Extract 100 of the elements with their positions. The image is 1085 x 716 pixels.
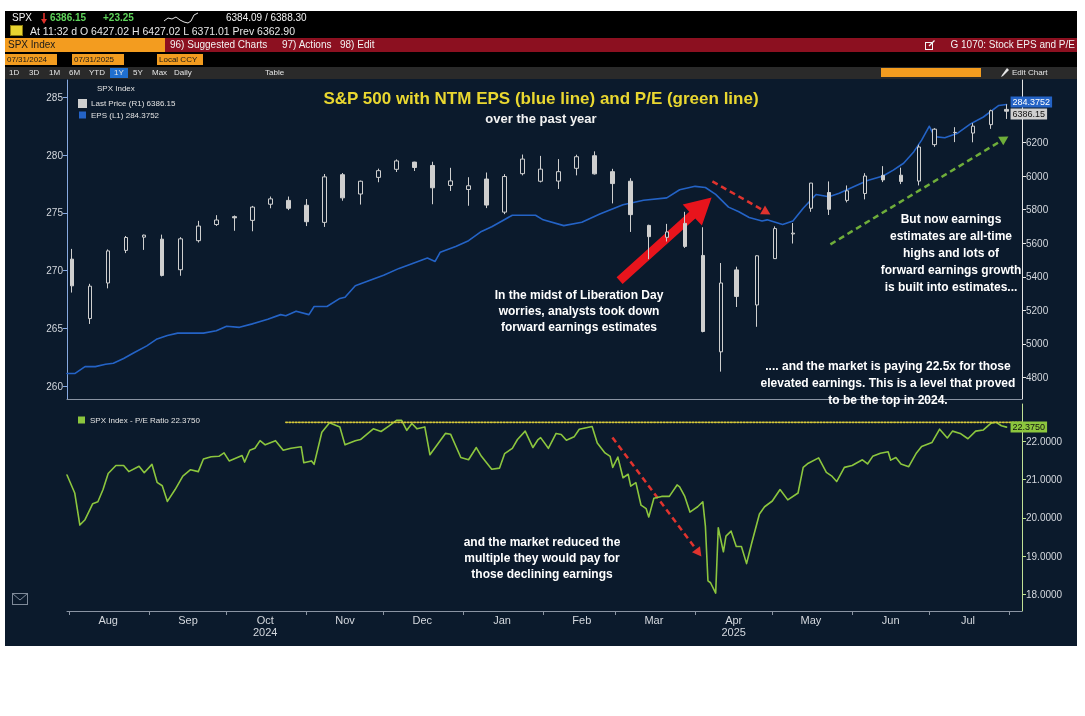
candlestick [610, 168, 615, 204]
annotation: and the market reduced the multiple they would pay for those declining earnings [462, 534, 622, 582]
text: 97) Actions [282, 38, 332, 52]
text: 3D [29, 68, 40, 78]
y2-tick-label: 6000 [1026, 170, 1049, 182]
y-tick-label: 19.0000 [1026, 550, 1063, 562]
y2-tick-label: 5000 [1026, 338, 1049, 350]
candlestick [592, 150, 597, 176]
x-tick-label: Jul [960, 614, 975, 626]
candlestick [827, 180, 831, 216]
candlestick [430, 161, 435, 205]
text: 07/31/2025 [72, 54, 124, 65]
candlestick [88, 283, 92, 325]
candlestick [647, 224, 651, 260]
text: SPX Index [5, 38, 165, 52]
text: 6384.09 / 6388.30 [226, 12, 307, 24]
text: 1D [9, 68, 20, 78]
candlestick [971, 122, 975, 143]
candlestick [791, 222, 795, 245]
candlestick [755, 254, 759, 328]
text: 98) Edit [340, 38, 375, 52]
y-tick-label: 260 [46, 380, 64, 392]
text: 6M [69, 68, 81, 78]
candlestick [863, 172, 867, 200]
candlestick [881, 165, 885, 183]
candlestick [556, 158, 561, 190]
candlestick [268, 196, 273, 209]
candlestick [899, 167, 903, 185]
x-tick-label: Nov [335, 614, 356, 626]
candlestick [214, 214, 219, 227]
text: 5Y [133, 68, 143, 78]
text: G 1070: Stock EPS and P/E [950, 38, 1075, 52]
x-tick-label: Oct 2024 [252, 614, 278, 638]
annotation: .... and the market is paying 22.5x for those elevated earnings. This is a level that proved to be the top in 2024. [759, 358, 1017, 409]
text: 96) Suggested Charts [170, 38, 268, 52]
x-tick-label: Feb [572, 614, 592, 626]
candlestick [719, 262, 723, 373]
text: Max [152, 68, 168, 78]
candlestick [322, 173, 327, 228]
text: Local CCY [157, 54, 203, 65]
legend-label: EPS (L1) 284.3752 [91, 110, 160, 120]
line-series [66, 419, 1008, 594]
text: 07/31/2024 [5, 54, 57, 65]
candlestick [932, 127, 937, 148]
text: +23.25 [103, 12, 134, 24]
annotation: In the midst of Liberation Day worries, analysts took down forward earnings estimates [493, 287, 665, 335]
candlestick [340, 172, 345, 202]
y-tick-label: 275 [46, 207, 64, 219]
candlestick [1004, 103, 1009, 120]
y2-tick-label: 4800 [1026, 372, 1049, 384]
text: YTD [89, 68, 105, 78]
candlestick [628, 177, 633, 233]
candlestick [520, 154, 525, 176]
candlestick [953, 126, 957, 143]
candlestick [196, 220, 201, 244]
candlestick [701, 226, 705, 333]
candlestick [412, 161, 417, 172]
y2-tick-label: 5800 [1026, 204, 1049, 216]
y-tick-label: 18.0000 [1026, 588, 1063, 600]
candlestick [358, 180, 363, 206]
x-tick-label: Jun [881, 614, 900, 626]
candlestick [394, 158, 399, 173]
y2-tick-label: 5600 [1026, 237, 1049, 249]
annotation: But now earnings estimates are all-time highs and lots of forward earnings growth is built into estimates... [880, 211, 1022, 296]
text: over the past year [485, 111, 597, 126]
candlestick [773, 225, 777, 260]
candlestick [734, 266, 739, 308]
candlestick [989, 109, 993, 130]
y-tick-label: 280 [46, 149, 64, 161]
legend-label: SPX Index - P/E Ratio 22.3750 [90, 415, 201, 425]
candlestick [250, 205, 255, 232]
text: SPX [12, 12, 33, 24]
y-tick-label: 22.0000 [1026, 435, 1063, 447]
text: Edit Chart [1012, 68, 1048, 78]
y2-tick-label: 5200 [1026, 304, 1049, 316]
annotation: 6386.15 [1012, 108, 1046, 119]
legend-label: Last Price (R1) 6386.15 [91, 99, 177, 108]
candlestick [502, 173, 507, 215]
candlestick [448, 167, 453, 192]
data-label: 22.3750 [1012, 422, 1046, 433]
candlestick [232, 214, 237, 232]
text: 6386.15 [50, 12, 87, 23]
y2-tick-label: 6200 [1026, 136, 1049, 148]
y-tick-label: 20.0000 [1026, 512, 1063, 524]
candlestick [70, 248, 74, 294]
candlestick [286, 196, 291, 211]
candlestick [466, 176, 471, 207]
x-tick-label: Sep [178, 614, 198, 626]
y-tick-label: 265 [46, 323, 64, 334]
y-tick-label: 21.0000 [1026, 474, 1063, 486]
x-tick-label: Mar [644, 614, 664, 626]
text: 1M [49, 68, 61, 78]
candlestick [845, 184, 849, 203]
candlestick [160, 234, 164, 277]
x-tick-label: Jan [493, 614, 511, 626]
text: At 11:32 d O 6427.02 H 6427.02 L 6371.01 Prev 6362.90 [30, 25, 296, 37]
candlestick [124, 235, 128, 254]
text: Daily [174, 68, 192, 78]
x-tick-label: Aug [98, 614, 118, 626]
candlestick [106, 248, 110, 289]
